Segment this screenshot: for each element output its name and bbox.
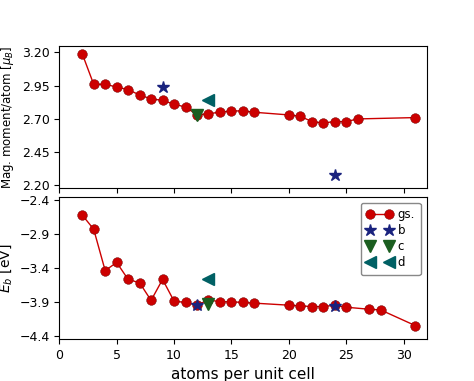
X-axis label: atoms per unit cell: atoms per unit cell (171, 367, 315, 381)
Y-axis label: Mag. moment/atom [$\mu_B$]: Mag. moment/atom [$\mu_B$] (0, 45, 16, 189)
Legend: gs., b, c, d: gs., b, c, d (361, 203, 421, 275)
Y-axis label: $E_b$ [eV]: $E_b$ [eV] (0, 243, 14, 293)
